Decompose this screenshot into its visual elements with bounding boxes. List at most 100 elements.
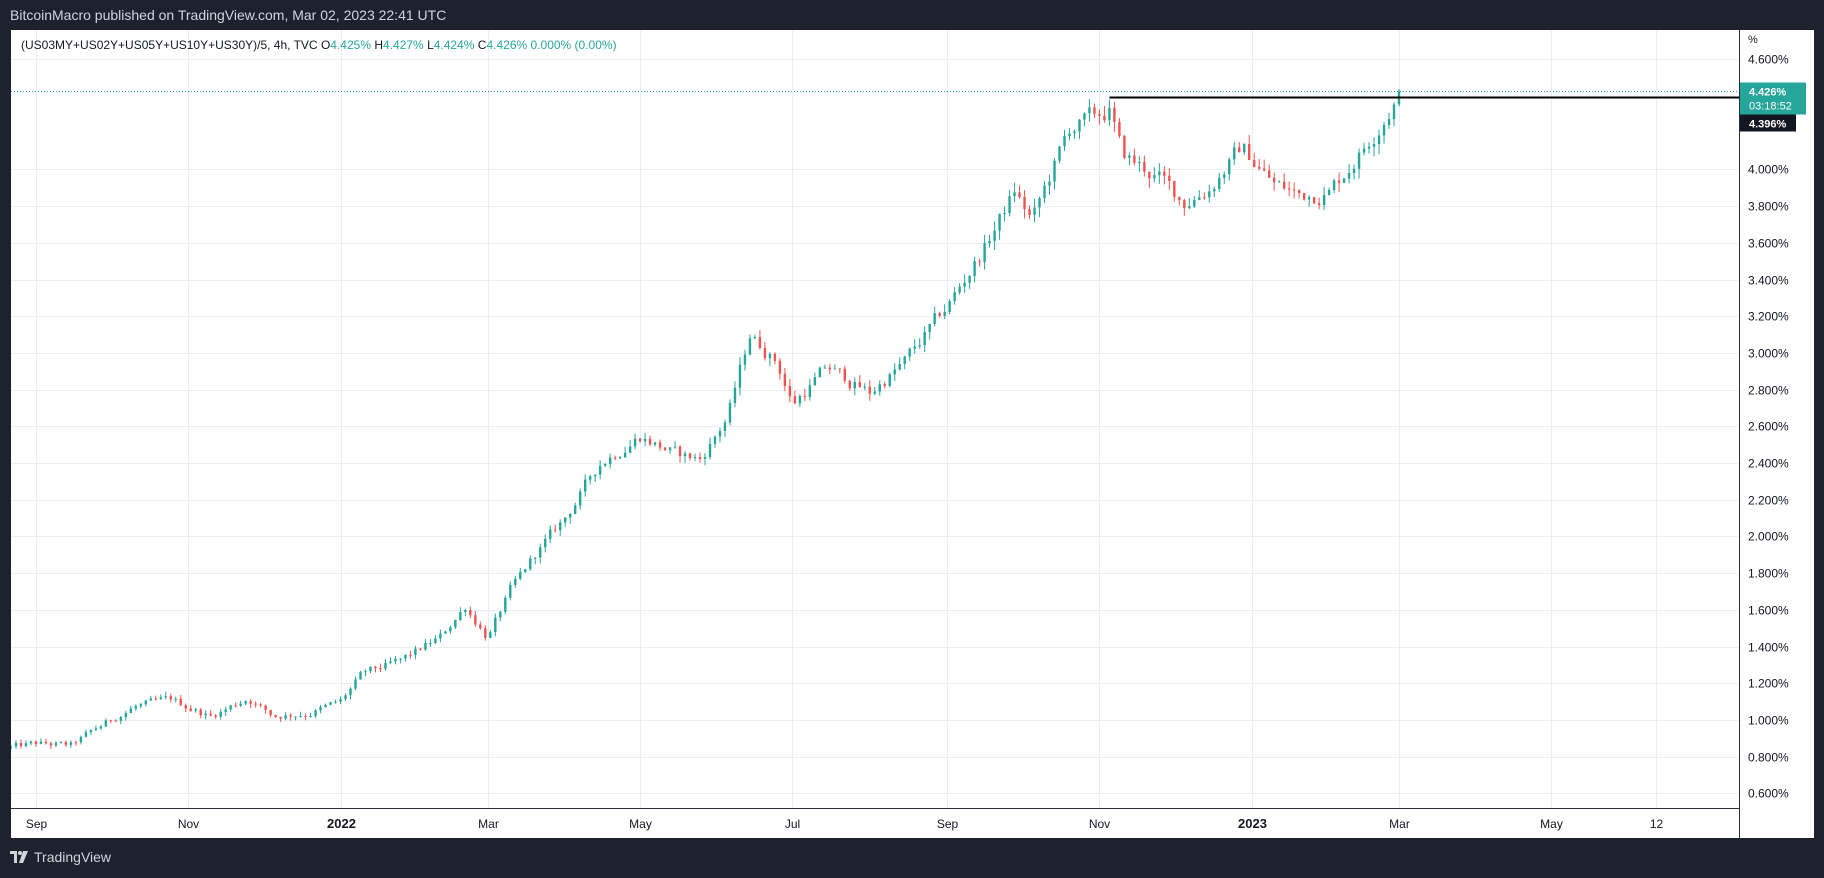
candle-body [1342,178,1346,183]
candle-body [1352,168,1356,174]
candle-body [718,431,722,437]
candle-body [534,557,537,559]
candle-body [344,695,347,700]
candle-body [888,374,891,387]
candle-body [279,717,282,719]
candle-body [524,569,527,572]
candle-body [54,742,58,746]
candle-body [643,438,647,442]
price-axis-label: 3.600% [1748,237,1789,251]
candle-body [663,447,667,451]
candle-body [469,610,472,616]
candle-body [908,348,911,357]
legend-low-value: 4.424% [433,38,475,52]
candle-body [189,708,192,711]
candle-body [578,491,582,506]
chart-svg[interactable]: 4.426% 03:18:52 4.396% Sep Nov 2022 Mar May Jul… [11,30,1814,838]
candle-body [948,301,951,312]
candle-body [953,292,956,302]
chart-frame[interactable]: 4.426% 03:18:52 4.396% Sep Nov 2022 Mar May Jul… [11,30,1814,838]
candle-body [898,363,901,370]
candle-body [134,706,138,709]
last-price-label: 4.426% [1749,87,1787,99]
price-axis-label: 1.000% [1748,714,1789,728]
candle-body [668,447,672,451]
candle-body [404,654,407,659]
candle-body [319,707,322,711]
candle-body [499,611,502,618]
candle-body [449,627,452,632]
candle-body [983,243,986,263]
candle-body [828,367,832,370]
candle-body [893,369,896,375]
price-axis-label: 0.600% [1748,787,1789,801]
candle-body [1302,193,1306,200]
candle-body [339,699,342,702]
candle-body [274,715,277,718]
candle-body [918,345,921,347]
candle-body [204,713,207,716]
candle-body [1287,188,1291,190]
candle-body [633,438,637,447]
candle-body [444,631,447,634]
grid-lines [11,30,1739,808]
candle-body [588,476,592,480]
candle-body [593,474,597,477]
level-badge [1740,114,1796,132]
candle-body [1183,200,1186,209]
candle-body [309,716,312,718]
time-axis[interactable]: Sep Nov 2022 Mar May Jul Sep Nov 2023 Mar May 12 [11,808,1739,832]
candle-body [1243,143,1246,153]
candle-body [648,438,652,445]
candle-body [1282,181,1286,189]
candle-body [923,331,926,346]
candle-body [424,643,427,650]
candle-body [783,373,787,387]
candle-body [489,632,492,638]
price-axis-label: 3.800% [1748,200,1789,214]
candle-body [863,386,866,388]
candle-body [1073,131,1076,134]
candle-body [1272,177,1276,183]
candle-body [399,658,402,660]
candle-body [294,716,297,718]
candle-body [1387,119,1391,125]
candle-body [1018,192,1021,197]
candle-body [159,697,162,699]
candle-body [24,743,28,747]
candle-body [973,261,976,277]
candle-body [394,658,397,662]
footer-brand: TradingView [34,849,112,865]
candle-body [214,715,217,717]
candle-body [1377,135,1381,144]
last-price-badge [1740,82,1806,115]
candle-body [1168,175,1171,181]
price-axis-label: 3.000% [1748,347,1789,361]
tradingview-logo[interactable]: TradingView [10,849,111,865]
price-axis[interactable]: 0.600% 0.800% 1.000% 1.200% 1.400% 1.600% 1.80… [1739,30,1790,838]
candle-body [873,391,876,394]
legend-high-label: H [374,38,384,52]
candle-body [883,384,886,387]
candle-body [773,353,777,361]
candle-body [743,354,747,365]
candle-body [49,743,53,746]
price-axis-label: 2.000% [1748,530,1789,544]
candle-body [658,442,662,448]
candle-body [1267,170,1271,178]
published-text: BitcoinMacro published on TradingView.co… [10,7,447,23]
time-axis-label: Sep [937,817,959,831]
candle-body [254,703,257,705]
candle-body [1033,207,1036,216]
candle-body [1327,190,1331,195]
candle-body [1023,196,1026,210]
candle-body [1053,160,1056,182]
overlays: 4.426% 03:18:52 4.396% [11,82,1806,132]
candle-body [129,708,133,714]
candle-body [1392,104,1396,120]
candle-body [1372,143,1376,147]
candle-body [903,356,906,364]
candle-body [1108,107,1111,121]
legend-symbol[interactable]: (US03MY+US02Y+US05Y+US10Y+US30Y)/5, 4h, … [21,38,318,52]
candle-body [149,698,152,701]
